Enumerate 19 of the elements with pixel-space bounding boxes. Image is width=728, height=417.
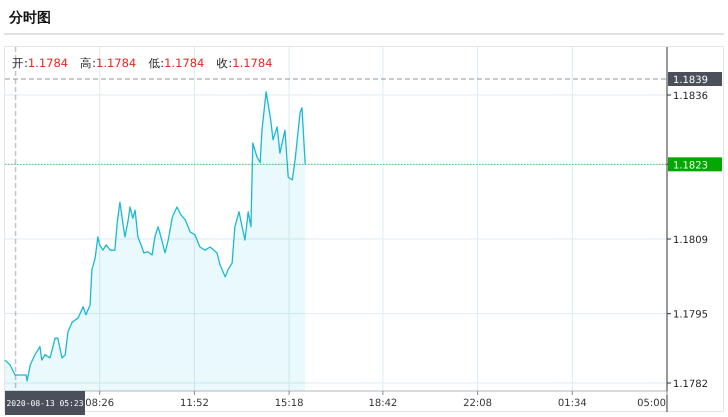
- x-tick-label: 01:34: [558, 398, 587, 409]
- x-tick-label: 22:08: [463, 398, 492, 409]
- x-tick-label: 18:42: [368, 398, 398, 409]
- annotation: 开:1.1784: [12, 56, 68, 70]
- annotation: 低:1.1784: [148, 56, 204, 70]
- ref-line-label: 2020-08-13 05:23: [6, 399, 84, 408]
- annotation: 收:1.1784: [216, 56, 272, 70]
- x-tick-label: 08:26: [85, 398, 114, 409]
- annotation: 高:1.1784: [80, 56, 136, 70]
- y-tick-label: 1.1782: [673, 379, 708, 390]
- y-tick-label: 1.1795: [673, 310, 708, 321]
- x-tick-label: 11:52: [180, 398, 209, 409]
- ref-line-label: 1.1839: [673, 75, 708, 86]
- x-tick-label: 05:00: [637, 398, 666, 409]
- y-tick-label: 1.1809: [673, 235, 708, 246]
- y-tick-label: 1.1836: [673, 91, 708, 102]
- y-tick-label: 1.1823: [673, 160, 708, 172]
- x-tick-label: 15:18: [274, 398, 304, 409]
- chart-title: 分时图: [8, 10, 51, 26]
